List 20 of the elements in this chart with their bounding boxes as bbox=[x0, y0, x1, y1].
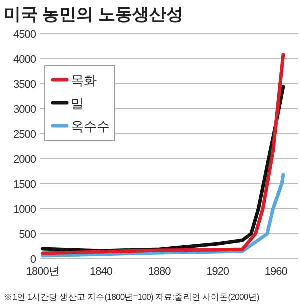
x-tick-label: 1880 bbox=[148, 266, 172, 278]
y-tick-label: 3000 bbox=[14, 104, 36, 116]
y-tick-label: 1500 bbox=[14, 179, 36, 191]
y-tick-label: 0 bbox=[30, 254, 36, 266]
y-tick-label: 3500 bbox=[14, 79, 36, 91]
y-tick-label: 2000 bbox=[14, 154, 36, 166]
title: 미국 농민의 노동생산성 bbox=[4, 5, 184, 24]
x-tick-label: 1920 bbox=[206, 266, 230, 278]
legend-label: 목화 bbox=[71, 73, 97, 88]
x-tick-label: 1800년 bbox=[26, 266, 60, 278]
x-tick-label: 1960 bbox=[264, 266, 288, 278]
legend-label: 밀 bbox=[71, 96, 84, 111]
y-tick-label: 2500 bbox=[14, 129, 36, 141]
y-tick-label: 4000 bbox=[14, 54, 36, 66]
annotation: ※1인 1시간당 생산고 지수(1800년=100) 자료:줄리언 사이몬(2000년) bbox=[4, 292, 260, 302]
y-tick-label: 4500 bbox=[14, 29, 36, 41]
x-tick-label: 1840 bbox=[90, 266, 113, 278]
y-tick-label: 500 bbox=[19, 229, 36, 241]
y-tick-label: 1000 bbox=[14, 204, 36, 216]
legend-label: 옥수수 bbox=[71, 119, 110, 134]
